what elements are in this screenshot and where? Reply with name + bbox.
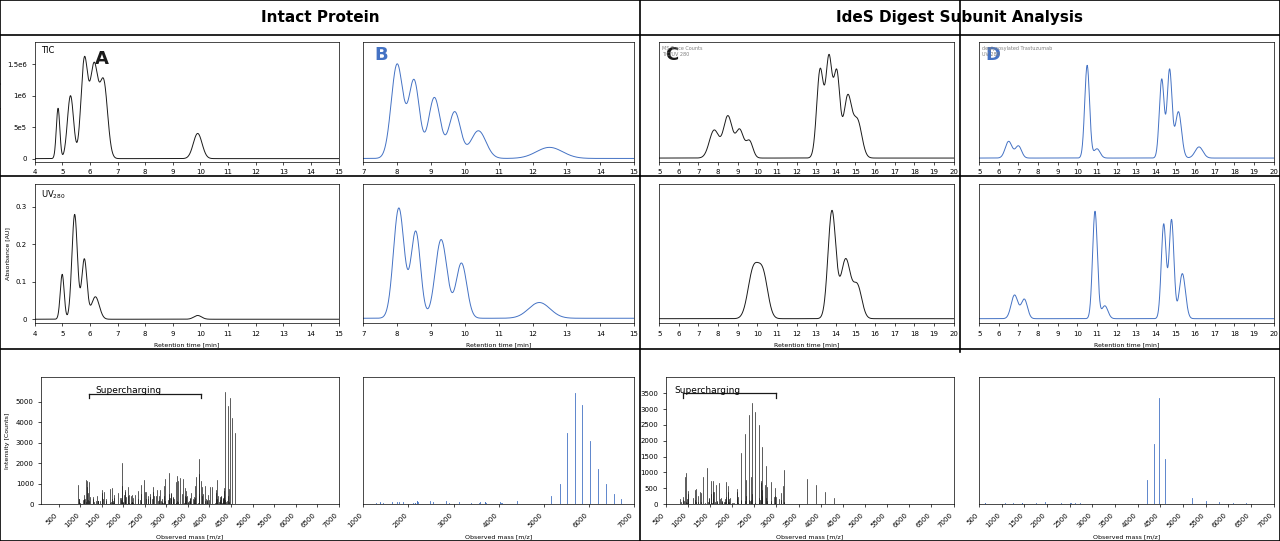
Text: UV$_{280}$: UV$_{280}$ — [41, 189, 65, 201]
X-axis label: Retention time [min]: Retention time [min] — [466, 342, 531, 347]
Y-axis label: Absorbance [AU]: Absorbance [AU] — [5, 227, 10, 280]
Text: TIC: TIC — [41, 46, 54, 55]
Text: IdeS Digest Subunit Analysis: IdeS Digest Subunit Analysis — [837, 10, 1083, 25]
X-axis label: Observed mass [m/z]: Observed mass [m/z] — [465, 535, 532, 539]
Text: C: C — [666, 46, 678, 64]
Y-axis label: Intensity [Counts]: Intensity [Counts] — [5, 413, 10, 469]
Text: Intact Protein: Intact Protein — [261, 10, 379, 25]
Y-axis label: TIC [Counts]: TIC [Counts] — [0, 82, 1, 122]
X-axis label: Observed mass [m/z]: Observed mass [m/z] — [1093, 535, 1160, 539]
Text: Supercharging: Supercharging — [95, 386, 161, 395]
Text: MS Trace Counts
TIC/UV 280: MS Trace Counts TIC/UV 280 — [662, 46, 703, 57]
Text: deglycosylated Trastuzumab
UV 280: deglycosylated Trastuzumab UV 280 — [982, 46, 1052, 57]
X-axis label: Retention time [min]: Retention time [min] — [154, 342, 219, 347]
X-axis label: Retention time [min]: Retention time [min] — [773, 342, 840, 347]
Text: A: A — [96, 50, 109, 68]
Text: Supercharging: Supercharging — [675, 386, 740, 395]
Text: D: D — [986, 46, 1000, 64]
Text: B: B — [374, 46, 388, 64]
X-axis label: Retention time [min]: Retention time [min] — [1093, 342, 1160, 347]
X-axis label: Observed mass [m/z]: Observed mass [m/z] — [776, 535, 844, 539]
X-axis label: Observed mass [m/z]: Observed mass [m/z] — [156, 535, 224, 539]
